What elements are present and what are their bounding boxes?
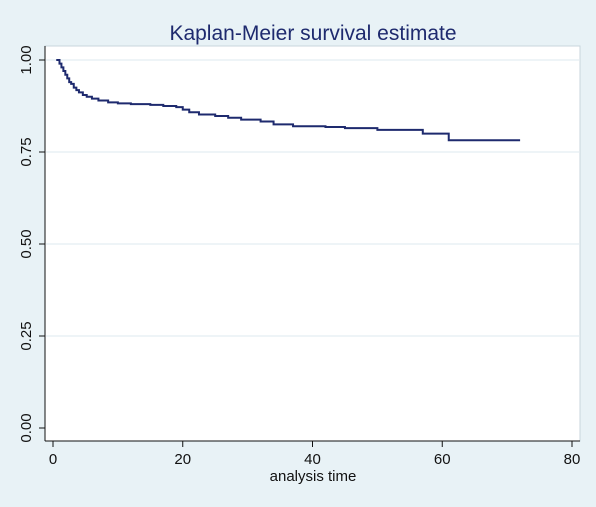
x-tick-label-3: 60 xyxy=(434,451,451,468)
gridlines xyxy=(46,59,579,337)
x-tick-label-4: 80 xyxy=(564,451,581,468)
y-tick-label-4: 1.00 xyxy=(18,45,35,74)
y-tick-label-0: 0.00 xyxy=(18,413,35,442)
y-tick-label-1: 0.25 xyxy=(18,321,35,350)
chart-title: Kaplan-Meier survival estimate xyxy=(169,22,456,45)
y-tick-label-2: 0.50 xyxy=(18,229,35,258)
survival-curve-0 xyxy=(56,59,521,142)
x-axis-ticks: 0 20 40 60 80 xyxy=(49,441,581,468)
y-tick-label-3: 0.75 xyxy=(18,137,35,166)
x-tick-label-1: 20 xyxy=(174,451,191,468)
x-axis-title: analysis time xyxy=(270,468,357,485)
x-tick-label-2: 40 xyxy=(304,451,321,468)
y-axis-ticks: 0.00 0.25 0.50 0.75 1.00 xyxy=(18,45,45,443)
x-tick-label-0: 0 xyxy=(49,451,57,468)
series-layer xyxy=(56,59,521,142)
